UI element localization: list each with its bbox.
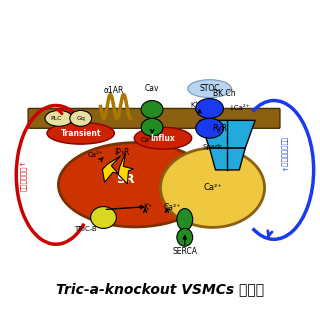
Polygon shape: [210, 148, 245, 170]
Text: SERCA: SERCA: [172, 247, 197, 256]
Text: STOC: STOC: [199, 84, 220, 93]
Ellipse shape: [177, 228, 193, 246]
Text: ↓Ca²⁺: ↓Ca²⁺: [228, 105, 250, 111]
Text: Transient: Transient: [60, 129, 101, 138]
Ellipse shape: [45, 110, 73, 126]
Ellipse shape: [161, 148, 265, 228]
Text: RyR: RyR: [212, 124, 227, 133]
Text: Ca²⁺: Ca²⁺: [88, 152, 103, 158]
Ellipse shape: [141, 100, 163, 118]
Text: 過分極シグナル↓: 過分極シグナル↓: [281, 137, 287, 173]
Text: α1AR: α1AR: [103, 86, 124, 95]
Ellipse shape: [141, 118, 163, 136]
Text: 収縮シグナル↑: 収縮シグナル↑: [20, 159, 27, 190]
Text: SR: SR: [116, 173, 135, 186]
Text: PLC: PLC: [50, 116, 62, 121]
Text: Cav: Cav: [145, 84, 159, 93]
Ellipse shape: [91, 207, 116, 228]
Ellipse shape: [134, 127, 192, 149]
Text: Ca²⁺: Ca²⁺: [140, 137, 156, 143]
Ellipse shape: [196, 118, 223, 138]
Text: IP₃R: IP₃R: [115, 148, 130, 156]
Text: Ca²⁺: Ca²⁺: [203, 183, 222, 192]
Polygon shape: [102, 156, 121, 182]
Text: Ca²⁺: Ca²⁺: [163, 203, 180, 212]
Ellipse shape: [196, 99, 223, 118]
Polygon shape: [200, 120, 255, 148]
FancyBboxPatch shape: [28, 108, 280, 128]
Ellipse shape: [188, 80, 231, 98]
Ellipse shape: [70, 110, 92, 126]
Text: Tric-a-knockout VSMCs 高血圧: Tric-a-knockout VSMCs 高血圧: [56, 282, 264, 296]
Text: BK Ch: BK Ch: [213, 89, 236, 98]
Ellipse shape: [47, 122, 114, 144]
Text: Influx: Influx: [151, 134, 175, 143]
Text: K⁺: K⁺: [191, 102, 199, 108]
Text: Gq: Gq: [76, 116, 85, 121]
Ellipse shape: [177, 209, 193, 230]
Text: Spark: Spark: [203, 144, 222, 150]
Polygon shape: [118, 153, 133, 184]
Text: TRIC-B: TRIC-B: [74, 226, 97, 232]
Ellipse shape: [58, 143, 212, 227]
Text: K⁺: K⁺: [144, 203, 153, 212]
